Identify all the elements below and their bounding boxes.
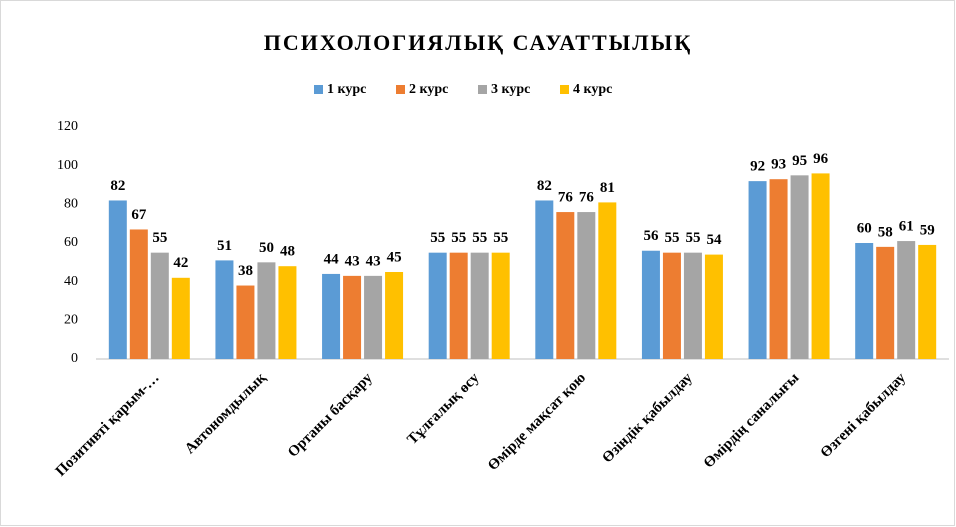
y-tick-label: 40: [64, 274, 78, 289]
value-label: 95: [792, 153, 807, 169]
bar: [662, 252, 681, 359]
legend-label: 3 курс: [491, 82, 530, 97]
value-label: 93: [771, 157, 786, 173]
value-label: 43: [366, 253, 381, 269]
value-label: 55: [664, 230, 679, 246]
bar: [918, 244, 937, 359]
value-label: 58: [878, 224, 893, 240]
value-label: 55: [685, 230, 700, 246]
value-label: 92: [750, 159, 765, 175]
bar: [577, 212, 596, 359]
bar: [470, 252, 489, 359]
value-label: 67: [131, 207, 147, 223]
value-label: 54: [706, 232, 722, 248]
value-label: 44: [324, 251, 340, 267]
bar: [769, 179, 788, 359]
bar: [385, 272, 404, 359]
legend-label: 1 курс: [327, 82, 366, 97]
bar: [150, 252, 169, 359]
legend-swatch: [396, 85, 405, 94]
bar: [236, 285, 255, 359]
y-tick-label: 100: [57, 158, 78, 173]
bar: [343, 275, 362, 359]
value-label: 42: [173, 255, 188, 271]
value-label: 81: [600, 180, 615, 196]
value-label: 82: [537, 178, 552, 194]
chart-title: ПСИХОЛОГИЯЛЫҚ САУАТТЫЛЫҚ: [264, 30, 692, 55]
bar: [556, 212, 575, 359]
value-label: 59: [920, 222, 935, 238]
value-label: 61: [899, 219, 914, 235]
bar: [491, 252, 510, 359]
value-label: 55: [451, 230, 466, 246]
value-label: 55: [152, 230, 167, 246]
value-label: 56: [643, 228, 659, 244]
value-label: 76: [558, 190, 574, 206]
value-label: 55: [493, 230, 508, 246]
y-tick-label: 20: [64, 313, 78, 328]
bar: [278, 266, 297, 359]
y-tick-label: 60: [64, 235, 78, 250]
bar: [598, 202, 617, 359]
bar: [108, 200, 127, 359]
legend-label: 4 курс: [573, 82, 612, 97]
y-tick-label: 0: [71, 351, 78, 366]
value-label: 48: [280, 244, 295, 260]
legend-swatch: [560, 85, 569, 94]
bar: [535, 200, 554, 359]
bar: [704, 254, 723, 359]
value-label: 96: [813, 151, 829, 167]
value-label: 38: [238, 263, 253, 279]
bar: [428, 252, 447, 359]
bar: [876, 246, 895, 359]
legend-label: 2 курс: [409, 82, 448, 97]
bar: [129, 229, 148, 359]
bar: [215, 260, 234, 359]
legend-swatch: [314, 85, 323, 94]
bar: [897, 241, 916, 359]
value-label: 60: [857, 220, 872, 236]
value-label: 51: [217, 238, 232, 254]
bar: [322, 273, 341, 359]
bar: [257, 262, 276, 359]
value-label: 50: [259, 240, 274, 256]
value-label: 76: [579, 190, 595, 206]
bar: [811, 173, 830, 359]
bar: [683, 252, 702, 359]
value-label: 55: [472, 230, 487, 246]
bar: [171, 277, 190, 359]
bar: [449, 252, 468, 359]
bar: [790, 175, 809, 359]
value-label: 45: [387, 249, 402, 265]
legend-swatch: [478, 85, 487, 94]
value-label: 55: [430, 230, 445, 246]
bar: [855, 243, 874, 359]
value-label: 82: [110, 178, 125, 194]
y-tick-label: 80: [64, 197, 78, 212]
y-tick-label: 120: [57, 119, 78, 134]
bar: [748, 181, 767, 359]
bar: [641, 250, 660, 359]
bar: [364, 275, 383, 359]
value-label: 43: [345, 253, 360, 269]
